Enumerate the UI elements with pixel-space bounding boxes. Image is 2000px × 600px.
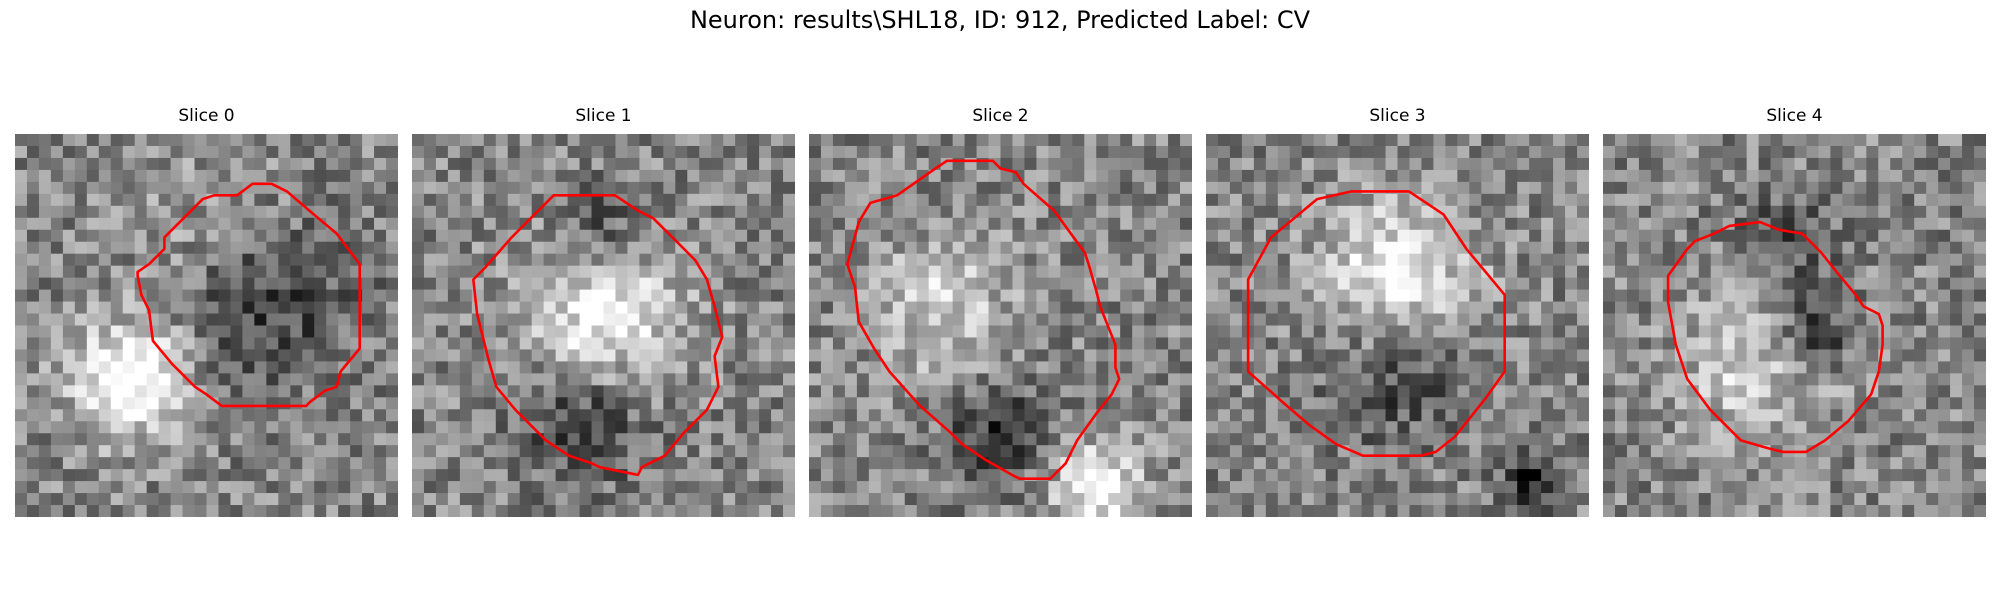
pixel-grid — [412, 134, 795, 517]
slice-title: Slice 4 — [1766, 106, 1823, 126]
roi-contour — [136, 182, 362, 408]
slice-title: Slice 0 — [178, 106, 235, 126]
pixel-grid — [1206, 134, 1589, 517]
slice-title: Slice 2 — [972, 106, 1029, 126]
figure-title: Neuron: results\SHL18, ID: 912, Predicte… — [689, 6, 1311, 34]
slice-image-4 — [1603, 134, 1986, 517]
slice-panel-2: Slice 2 — [809, 106, 1192, 530]
slice-panel-3: Slice 3 — [1206, 106, 1589, 530]
roi-contour — [1666, 220, 1884, 454]
slice-image-3 — [1206, 134, 1589, 517]
slice-title: Slice 1 — [575, 106, 632, 126]
pixel-grid — [809, 134, 1192, 517]
roi-contour — [845, 159, 1121, 481]
slice-panel-4: Slice 4 — [1603, 106, 1986, 530]
pixel-grid — [1603, 134, 1986, 517]
slice-image-2 — [809, 134, 1192, 517]
pixel-grid — [15, 134, 398, 517]
slice-title: Slice 3 — [1369, 106, 1426, 126]
slice-image-0 — [15, 134, 398, 517]
slice-panel-0: Slice 0 — [15, 106, 398, 530]
roi-contour — [471, 193, 724, 477]
roi-contour — [1246, 190, 1507, 458]
slice-panel-1: Slice 1 — [412, 106, 795, 530]
slice-image-1 — [412, 134, 795, 517]
